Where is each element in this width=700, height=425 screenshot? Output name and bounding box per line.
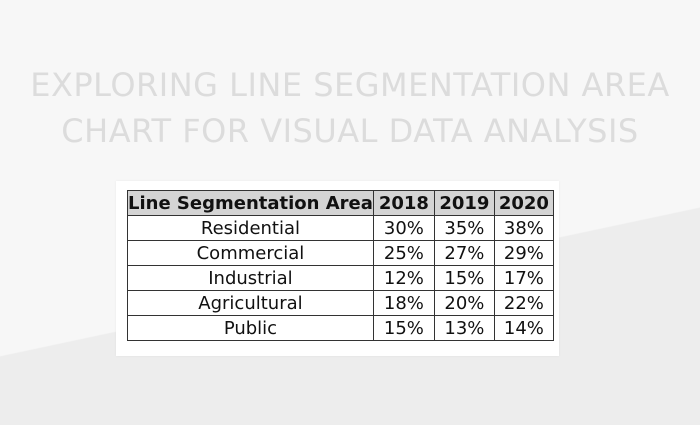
row-label: Public <box>127 315 374 341</box>
row-label: Residential <box>127 215 374 241</box>
table-row: Commercial 25% 27% 29% <box>127 240 554 266</box>
cell-2018: 18% <box>372 290 435 316</box>
cell-2019: 15% <box>433 265 495 291</box>
column-header-2018: 2018 <box>372 190 435 216</box>
table-row: Residential 30% 35% 38% <box>127 215 554 241</box>
column-header-area: Line Segmentation Area <box>127 190 374 216</box>
cell-2018: 30% <box>372 215 435 241</box>
cell-2019: 27% <box>433 240 495 266</box>
column-header-2020: 2020 <box>493 190 554 216</box>
page-title: EXPLORING LINE SEGMENTATION AREA CHART F… <box>0 62 700 154</box>
row-label: Agricultural <box>127 290 374 316</box>
row-label: Commercial <box>127 240 374 266</box>
column-header-2019: 2019 <box>433 190 495 216</box>
cell-2020: 29% <box>493 240 554 266</box>
table-header-row: Line Segmentation Area 2018 2019 2020 <box>127 190 554 216</box>
data-table: Line Segmentation Area 2018 2019 2020 Re… <box>127 190 554 341</box>
table-row: Agricultural 18% 20% 22% <box>127 290 554 316</box>
cell-2018: 15% <box>372 315 435 341</box>
cell-2020: 38% <box>493 215 554 241</box>
cell-2019: 35% <box>433 215 495 241</box>
table-row: Public 15% 13% 14% <box>127 315 554 341</box>
cell-2020: 17% <box>493 265 554 291</box>
table-card: Line Segmentation Area 2018 2019 2020 Re… <box>116 181 559 356</box>
cell-2020: 22% <box>493 290 554 316</box>
cell-2018: 12% <box>372 265 435 291</box>
page-title-line-1: EXPLORING LINE SEGMENTATION AREA <box>30 66 670 104</box>
page-title-line-2: CHART FOR VISUAL DATA ANALYSIS <box>61 112 639 150</box>
cell-2019: 13% <box>433 315 495 341</box>
table-row: Industrial 12% 15% 17% <box>127 265 554 291</box>
cell-2020: 14% <box>493 315 554 341</box>
cell-2018: 25% <box>372 240 435 266</box>
cell-2019: 20% <box>433 290 495 316</box>
row-label: Industrial <box>127 265 374 291</box>
